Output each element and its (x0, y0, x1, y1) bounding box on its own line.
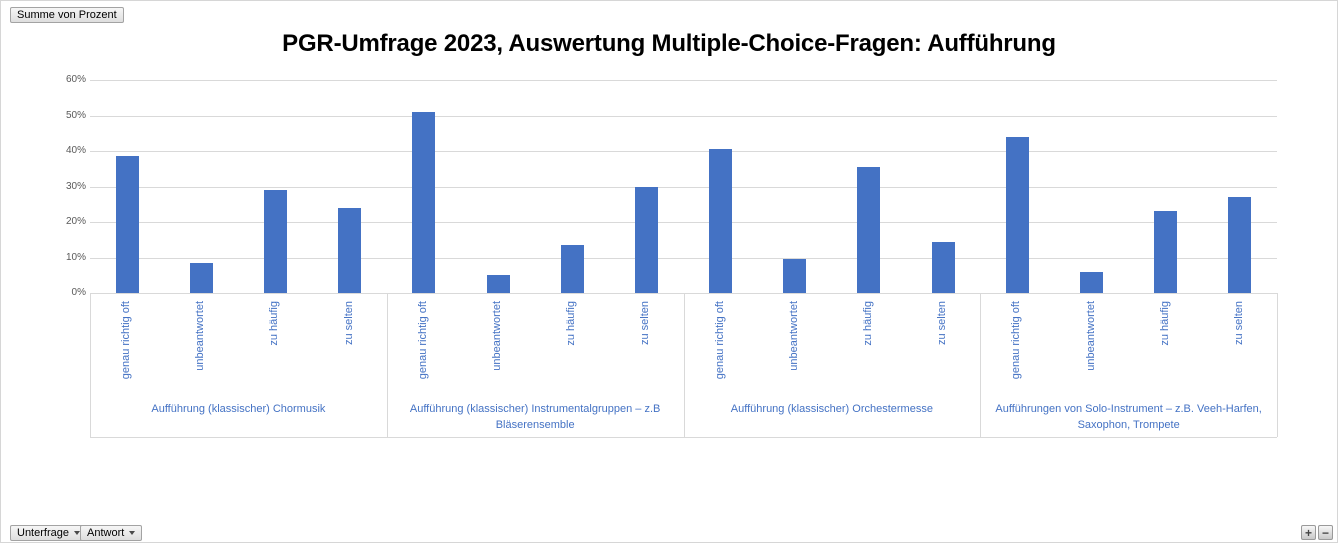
category-label-text: zu häufig (268, 301, 281, 346)
category-area-bottom-border (90, 437, 1277, 438)
expand-button[interactable]: + (1301, 525, 1316, 540)
gridline (90, 257, 1277, 259)
chevron-down-icon (129, 531, 136, 535)
bar[interactable] (189, 262, 213, 293)
bar[interactable] (634, 186, 658, 293)
axis-field-label: Unterfrage (17, 527, 69, 539)
group-label: Aufführung (klassischer) Instrumentalgru… (409, 403, 661, 431)
group-separator (386, 293, 388, 437)
category-label-text: zu selten (639, 301, 652, 346)
bar[interactable] (709, 149, 733, 293)
category-label: unbeantwortet (788, 297, 802, 371)
y-axis-tick-label: 20% (65, 216, 86, 227)
bar[interactable] (412, 111, 436, 293)
group-separator (683, 293, 685, 437)
category-label: zu selten (1233, 297, 1247, 345)
category-label: genau richtig oft (120, 297, 134, 379)
y-axis-tick-label: 50% (65, 109, 86, 121)
category-label: unbeantwortet (491, 297, 505, 371)
category-label-text: genau richtig oft (1010, 301, 1023, 380)
bar[interactable] (1228, 197, 1252, 293)
category-label: zu häufig (1159, 297, 1173, 346)
category-label: genau richtig oft (714, 297, 728, 379)
y-axis-tick-label: 0% (71, 287, 86, 298)
category-label: zu selten (343, 297, 357, 345)
category-label-text: zu selten (936, 301, 949, 346)
category-label: unbeantwortet (1085, 297, 1099, 371)
category-label-text: zu häufig (565, 301, 578, 346)
category-label: unbeantwortet (194, 297, 208, 371)
category-label-text: zu häufig (861, 301, 874, 346)
value-field-button[interactable]: Summe von Prozent (10, 7, 124, 23)
y-axis-tick-label: 40% (65, 145, 86, 156)
axis-field-button-unterfrage[interactable]: Unterfrage (10, 525, 100, 541)
group-separator (90, 293, 91, 437)
axis-field-label: Antwort (87, 527, 125, 539)
gridline (90, 80, 1277, 81)
axis-field-button-antwort[interactable]: Antwort (80, 525, 143, 541)
chevron-down-icon (73, 531, 80, 535)
category-label-text: unbeantwortet (787, 301, 800, 371)
bar[interactable] (857, 166, 881, 293)
gridline (90, 186, 1277, 188)
collapse-button[interactable]: − (1318, 525, 1333, 540)
y-axis-tick-label: 60% (65, 74, 86, 85)
group-separator (1277, 293, 1278, 437)
bar[interactable] (931, 241, 955, 293)
group-label: Aufführung (klassischer) Chormusik (151, 403, 326, 415)
category-label-text: zu selten (342, 301, 355, 346)
category-label-text: genau richtig oft (416, 301, 429, 380)
bar[interactable] (486, 275, 510, 293)
category-label: zu selten (639, 297, 653, 345)
bar[interactable] (1154, 211, 1178, 293)
gridline (90, 151, 1277, 152)
category-label-text: unbeantwortet (194, 301, 207, 371)
category-label-text: zu häufig (1158, 301, 1171, 346)
y-axis-tick-label: 30% (65, 180, 86, 192)
bar[interactable] (560, 245, 584, 293)
bar[interactable] (338, 207, 362, 293)
bar[interactable] (783, 259, 807, 293)
group-separator (980, 293, 982, 437)
category-label: zu selten (936, 297, 950, 345)
category-label-text: unbeantwortet (1084, 301, 1097, 371)
category-label-text: genau richtig oft (120, 301, 133, 380)
y-axis-tick-label: 10% (65, 251, 86, 263)
gridline (90, 115, 1277, 117)
category-label: genau richtig oft (1010, 297, 1024, 379)
bar[interactable] (1005, 136, 1029, 293)
category-label-text: genau richtig oft (713, 301, 726, 380)
category-label: zu häufig (862, 297, 876, 346)
category-label-text: zu selten (1232, 301, 1245, 346)
bar[interactable] (115, 156, 139, 293)
bar[interactable] (263, 190, 287, 293)
group-label: Aufführung (klassischer) Orchestermesse (730, 403, 933, 415)
category-label: zu häufig (268, 297, 282, 346)
chart-title: PGR-Umfrage 2023, Auswertung Multiple-Ch… (282, 30, 1056, 57)
category-label: genau richtig oft (417, 297, 431, 379)
bar[interactable] (1080, 271, 1104, 293)
group-label: Aufführungen von Solo-Instrument – z.B. … (995, 403, 1262, 431)
gridline (90, 222, 1277, 223)
category-label: zu häufig (565, 297, 579, 346)
category-label-text: unbeantwortet (491, 301, 504, 371)
